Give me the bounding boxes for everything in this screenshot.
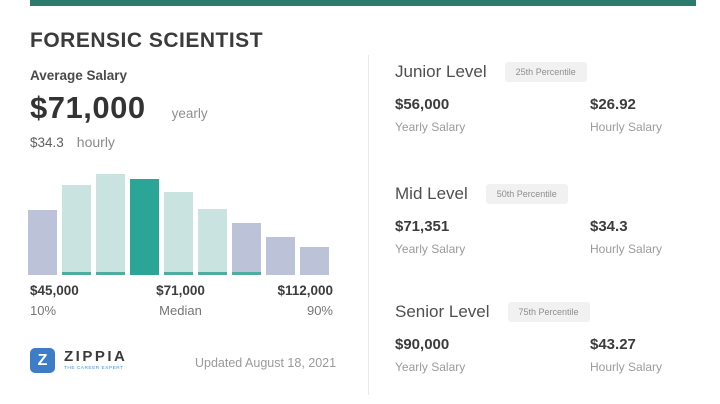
tick-median: $71,000 Median	[28, 283, 333, 318]
yearly-salary-label: Yearly Salary	[395, 120, 466, 134]
hourly-salary-value: $43.27	[590, 336, 636, 353]
yearly-salary-label: Yearly Salary	[395, 360, 466, 374]
level-section-mid: Mid Level 50th Percentile $71,351 Yearly…	[395, 184, 685, 256]
zippia-logo-text: ZIPPIA THE CAREER EXPERT	[64, 349, 138, 372]
level-values: $90,000 Yearly Salary $43.27 Hourly Sala…	[395, 336, 685, 374]
tick-value: $45,000	[30, 283, 79, 298]
hourly-salary-value: $34.3	[590, 218, 628, 235]
histogram-bar	[62, 185, 91, 275]
yearly-salary-block: $90,000 Yearly Salary	[395, 336, 465, 374]
level-values: $71,351 Yearly Salary $34.3 Hourly Salar…	[395, 218, 685, 256]
hourly-salary-label: Hourly Salary	[590, 242, 663, 256]
level-header: Junior Level 25th Percentile	[395, 62, 685, 82]
percentile-badge: 75th Percentile	[507, 302, 590, 322]
tick-label: 90%	[306, 303, 333, 318]
yearly-salary-value: $90,000	[395, 336, 450, 353]
top-accent-bar	[30, 0, 696, 6]
tick-value: $112,000	[277, 283, 333, 298]
level-values: $56,000 Yearly Salary $26.92 Hourly Sala…	[395, 96, 685, 134]
histogram-bar	[232, 223, 261, 275]
brand-tagline: THE CAREER EXPERT	[64, 366, 124, 371]
tick-value: $71,000	[156, 283, 205, 298]
average-yearly-unit: yearly	[171, 106, 208, 121]
salary-distribution-chart	[28, 170, 331, 275]
hourly-salary-label: Hourly Salary	[590, 360, 663, 374]
level-name: Senior Level	[395, 302, 490, 321]
histogram-bar	[266, 237, 295, 275]
zippia-logo: Z ZIPPIA THE CAREER EXPERT	[30, 348, 138, 373]
yearly-salary-block: $56,000 Yearly Salary	[395, 96, 465, 134]
zippia-logo-icon: Z	[30, 348, 55, 373]
yearly-salary-value: $56,000	[395, 96, 450, 113]
hourly-salary-block: $26.92 Hourly Salary	[590, 96, 662, 134]
yearly-salary-value: $71,351	[395, 218, 450, 235]
tick-label: Median	[159, 303, 202, 318]
updated-date: Updated August 18, 2021	[195, 356, 337, 370]
hourly-salary-block: $34.3 Hourly Salary	[590, 218, 662, 256]
histogram-bar	[198, 209, 227, 275]
vertical-divider	[368, 55, 369, 395]
average-yearly-row: $71,000 yearly	[30, 90, 208, 126]
level-section-senior: Senior Level 75th Percentile $90,000 Yea…	[395, 302, 685, 374]
hourly-salary-label: Hourly Salary	[590, 120, 663, 134]
level-name: Mid Level	[395, 184, 468, 203]
average-yearly-value: $71,000	[30, 90, 146, 125]
level-name: Junior Level	[395, 62, 487, 81]
histogram-bar	[96, 174, 125, 275]
hourly-salary-value: $26.92	[590, 96, 636, 113]
level-header: Senior Level 75th Percentile	[395, 302, 685, 322]
tick-label: 10%	[30, 303, 57, 318]
page-title: FORENSIC SCIENTIST	[30, 29, 264, 52]
yearly-salary-label: Yearly Salary	[395, 242, 466, 256]
yearly-salary-block: $71,351 Yearly Salary	[395, 218, 465, 256]
histogram-bar	[28, 210, 57, 275]
level-header: Mid Level 50th Percentile	[395, 184, 685, 204]
histogram-bar	[300, 247, 329, 275]
average-hourly-value: $34.3	[30, 135, 64, 150]
average-hourly-unit: hourly	[76, 134, 115, 150]
tick-90th-percentile: $112,000 90%	[277, 283, 333, 318]
average-hourly-row: $34.3 hourly	[30, 134, 115, 150]
tick-10th-percentile: $45,000 10%	[30, 283, 79, 318]
level-section-junior: Junior Level 25th Percentile $56,000 Yea…	[395, 62, 685, 134]
percentile-badge: 50th Percentile	[485, 184, 568, 204]
percentile-badge: 25th Percentile	[504, 62, 587, 82]
brand-name: ZIPPIA	[64, 348, 128, 365]
average-salary-label: Average Salary	[30, 68, 128, 83]
histogram-bar	[130, 179, 159, 275]
histogram-bar	[164, 192, 193, 275]
hourly-salary-block: $43.27 Hourly Salary	[590, 336, 662, 374]
